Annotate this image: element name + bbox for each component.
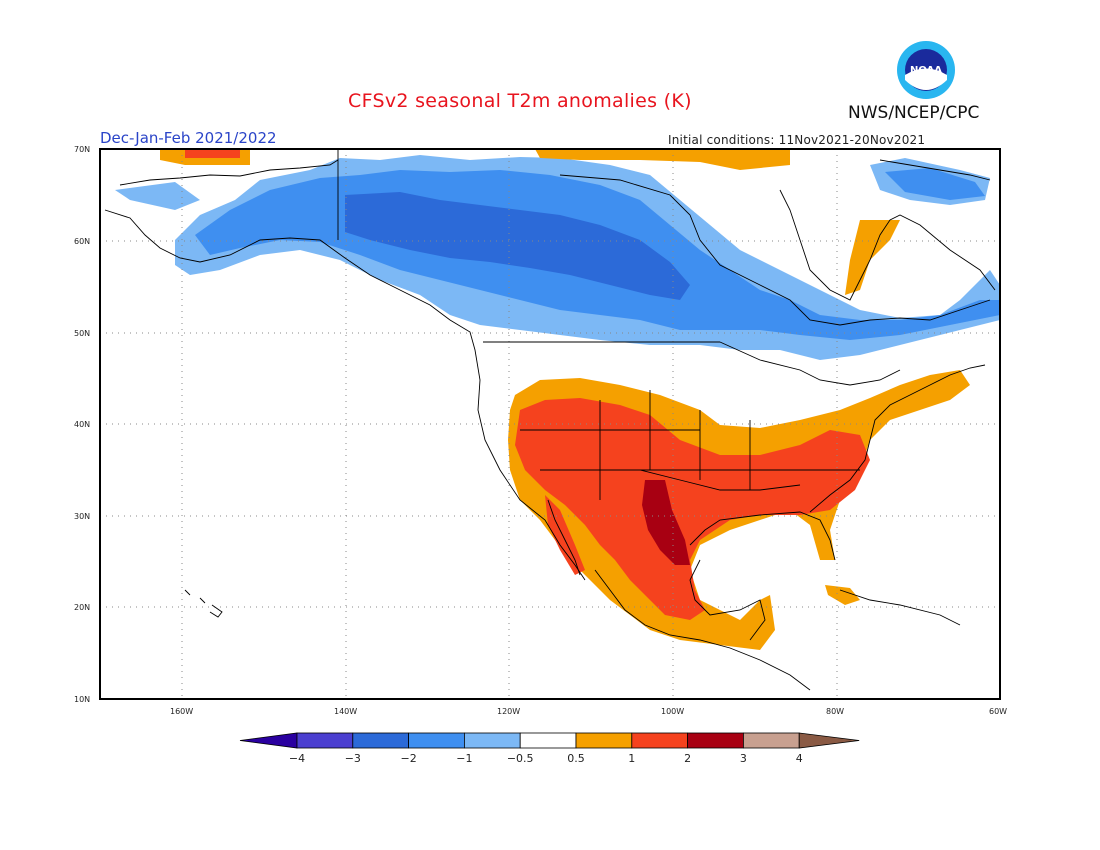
warm-anomaly-orange-caribbean bbox=[825, 585, 860, 605]
colorbar-tick-label: −4 bbox=[289, 752, 305, 765]
colorbar-tick-label: −2 bbox=[400, 752, 416, 765]
colorbar-arrow-right bbox=[798, 732, 860, 749]
lon-label: 100W bbox=[661, 707, 684, 716]
warm-anomaly-orange-north bbox=[535, 149, 790, 170]
map-frame bbox=[99, 148, 1001, 700]
colorbar-swatch bbox=[575, 732, 633, 749]
warm-anomaly-red-arctic bbox=[185, 149, 240, 158]
lat-label: 60N bbox=[74, 237, 90, 246]
lon-label: 160W bbox=[170, 707, 193, 716]
longitude-labels: 160W 140W 120W 100W 80W 60W bbox=[170, 707, 1007, 716]
organization-label: NWS/NCEP/CPC bbox=[848, 103, 980, 123]
colorbar-tick-label: −3 bbox=[345, 752, 361, 765]
colorbar-swatch bbox=[463, 732, 521, 749]
warm-anomaly-red-region bbox=[515, 398, 870, 620]
warm-anomaly-orange-hudson bbox=[845, 220, 900, 295]
colorbar-arrow-left bbox=[239, 732, 298, 749]
latitude-labels: 70N 60N 50N 40N 30N 20N 10N bbox=[74, 145, 90, 704]
colorbar-swatch bbox=[408, 732, 465, 749]
cold-anomaly-light-strip-west bbox=[115, 182, 200, 210]
noaa-logo: NOAA bbox=[897, 41, 955, 99]
colorbar-tick-label: 2 bbox=[684, 752, 691, 765]
coastlines bbox=[104, 149, 996, 691]
cold-anomaly-dark-region bbox=[345, 192, 690, 300]
colorbar-tick-label: −0.5 bbox=[507, 752, 534, 765]
warm-anomaly-red-baja bbox=[545, 495, 585, 575]
colorbar-swatch bbox=[519, 732, 577, 749]
colorbar-swatch bbox=[296, 732, 354, 749]
colorbar: −4 −3 −2 −1 −0.5 0.5 1 2 3 4 bbox=[239, 732, 860, 765]
lat-lon-grid bbox=[100, 149, 1000, 699]
cold-anomaly-medium-east bbox=[885, 168, 985, 200]
lon-label: 60W bbox=[989, 707, 1007, 716]
initial-conditions-label: Initial conditions: 11Nov2021-20Nov2021 bbox=[668, 133, 926, 147]
lat-label: 10N bbox=[74, 695, 90, 704]
map-title: CFSv2 seasonal T2m anomalies (K) bbox=[348, 90, 692, 112]
lat-label: 20N bbox=[74, 603, 90, 612]
colorbar-swatch bbox=[687, 732, 744, 749]
colorbar-tick-label: 4 bbox=[796, 752, 803, 765]
lat-label: 30N bbox=[74, 512, 90, 521]
lon-label: 120W bbox=[497, 707, 520, 716]
colorbar-tick-label: 1 bbox=[628, 752, 635, 765]
lat-label: 70N bbox=[74, 145, 90, 154]
colorbar-swatch bbox=[631, 732, 688, 749]
warm-anomaly-darkred-region bbox=[642, 480, 690, 565]
lon-label: 80W bbox=[826, 707, 844, 716]
lon-label: 140W bbox=[334, 707, 357, 716]
noaa-logo-text: NOAA bbox=[910, 65, 942, 76]
colorbar-swatch bbox=[743, 732, 800, 749]
colorbar-tick-label: 0.5 bbox=[567, 752, 585, 765]
colorbar-tick-label: −1 bbox=[456, 752, 472, 765]
season-label: Dec-Jan-Feb 2021/2022 bbox=[100, 129, 277, 147]
lat-label: 50N bbox=[74, 329, 90, 338]
colorbar-tick-label: 3 bbox=[740, 752, 747, 765]
colorbar-swatch bbox=[352, 732, 409, 749]
lat-label: 40N bbox=[74, 420, 90, 429]
